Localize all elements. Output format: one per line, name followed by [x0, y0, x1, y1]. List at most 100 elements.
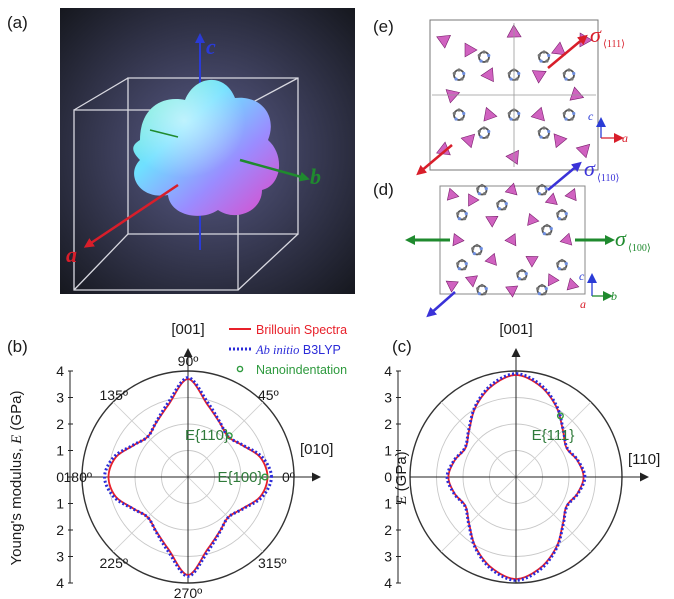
atom [454, 117, 458, 121]
legend-label-brillouin: Brillouin Spectra [256, 323, 347, 337]
framework-e [432, 23, 596, 167]
atom [572, 71, 576, 76]
y-tick-label: 2 [384, 416, 392, 432]
zn-tetrahedron [559, 232, 573, 246]
atom [567, 68, 571, 72]
zn-tetrahedron [464, 42, 478, 58]
atom [485, 59, 489, 63]
atom [477, 292, 481, 296]
zn-tetrahedron [564, 188, 577, 202]
zn-tetrahedron [445, 280, 459, 293]
atom [456, 262, 460, 266]
atom [457, 267, 461, 271]
y-tick-label: 1 [56, 496, 64, 512]
polar-plot-c: 4 3 2 1 0 1 2 3 4 E{111} [384, 348, 649, 591]
atom [563, 217, 567, 221]
panel-label-b: (b) [7, 337, 28, 356]
legend: Brillouin Spectra Ab initio B3LYP Nanoin… [229, 323, 347, 377]
atom [544, 287, 548, 291]
atom [523, 277, 527, 281]
panel-label-d: (d) [373, 180, 394, 199]
zn-tetrahedron [531, 70, 547, 84]
atom [564, 77, 568, 81]
atom [484, 187, 488, 191]
atom [543, 192, 547, 196]
sigma110-symbol: σ [584, 156, 596, 181]
y-tick-label: 1 [384, 443, 392, 459]
angle-label-45: 45º [258, 387, 279, 403]
sigma111-arrow-down [416, 144, 453, 176]
grid-spoke [440, 476, 517, 553]
grid-spoke [515, 476, 592, 553]
panel-c: (c) E (GPa) 4 3 2 1 0 1 2 3 4 E{111} [001] [110] [384, 321, 660, 591]
zn-tetrahedron [530, 106, 545, 122]
top-direction-b: [001] [171, 321, 204, 338]
panel-e: (e) σ ⟨111⟩ c a [373, 17, 628, 176]
annotation-e100: E{100} [217, 469, 262, 486]
atom [524, 272, 528, 276]
angle-label-180: 180º [64, 469, 92, 485]
zn-tetrahedron [483, 106, 498, 122]
atom [509, 77, 513, 81]
b-axis-arrow [239, 158, 310, 182]
atom [483, 192, 487, 196]
atom [545, 135, 549, 139]
sigma110-subscript: ⟨110⟩ [597, 173, 620, 184]
atom [540, 183, 544, 188]
atom [564, 212, 568, 216]
atom [460, 77, 464, 81]
atom [539, 59, 543, 63]
cell-outline-e [429, 19, 599, 171]
atom [540, 283, 544, 288]
atom [548, 232, 552, 236]
atom [536, 187, 540, 191]
atom [507, 111, 511, 116]
y-tick-label: 0 [56, 469, 64, 485]
atom [463, 267, 467, 271]
atom [544, 187, 548, 191]
atom [452, 71, 456, 76]
atom [517, 111, 521, 116]
sigma111-subscript: ⟨111⟩ [603, 39, 625, 50]
y-tick-label: 2 [56, 522, 64, 538]
sigma111-symbol: σ [590, 22, 602, 47]
atom [497, 207, 501, 211]
grid-spoke [515, 401, 592, 478]
b-axis-back [149, 129, 179, 138]
y-tick-label: 0 [384, 469, 392, 485]
atom [462, 111, 466, 116]
atom [562, 71, 566, 76]
zn-tetrahedron [551, 41, 566, 56]
y-tick-label: 3 [56, 549, 64, 565]
zn-tetrahedron [445, 89, 461, 104]
zn-tetrahedron [566, 277, 580, 291]
zn-tetrahedron [480, 67, 494, 83]
atom [547, 53, 551, 58]
atom [537, 192, 541, 196]
y-tick-label: 2 [384, 522, 392, 538]
zn-tetrahedron [505, 285, 519, 298]
angle-label-315: 315º [258, 555, 286, 571]
panel-a: (a) c b a [7, 8, 355, 294]
zn-tetrahedron [464, 275, 478, 288]
atom [539, 135, 543, 139]
atom [541, 227, 545, 231]
annotation-e111: E{111} [532, 427, 575, 444]
right-direction-b: [010] [300, 441, 333, 458]
axis-c-label-e: c [588, 109, 594, 123]
atom [570, 117, 574, 121]
y-tick-label: 2 [56, 416, 64, 432]
atom [472, 252, 476, 256]
panel-b: (b) Young's modulus, E (GPa) 4 3 2 1 0 1 2 3 4 90… [7, 321, 347, 599]
framework-d [445, 182, 580, 298]
atom [542, 232, 546, 236]
atom [480, 183, 484, 188]
ylabel-b: Young's modulus, E (GPa) [8, 391, 25, 566]
nanoindentation-point [556, 412, 564, 420]
panel-label-e: (e) [373, 17, 394, 36]
sigma110-arrow-down [426, 291, 456, 318]
atom [462, 71, 466, 76]
atom [487, 53, 491, 58]
atom [563, 267, 567, 271]
angle-label-90: 90º [178, 353, 199, 369]
